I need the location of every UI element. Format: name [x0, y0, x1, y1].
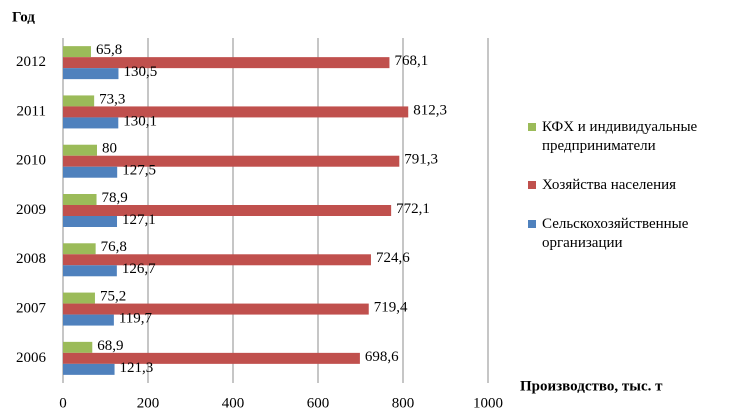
data-label: 75,2: [100, 289, 126, 305]
data-label: 812,3: [413, 102, 447, 118]
data-label: 698,6: [365, 349, 399, 365]
bar: [63, 292, 95, 304]
data-label: 791,3: [404, 152, 438, 168]
legend-item: КФХ и индивидуальные предприниматели: [528, 118, 743, 156]
legend-label: Хозяйства населения: [542, 177, 677, 193]
bar: [63, 155, 400, 167]
legend-item: Хозяйства населения: [528, 176, 743, 195]
x-tick-label: 600: [307, 395, 330, 411]
data-label: 65,8: [96, 42, 122, 58]
bar: [63, 352, 360, 364]
legend: КФХ и индивидуальные предприниматели Хозя…: [528, 118, 743, 273]
data-label: 121,3: [120, 360, 154, 376]
bar: [63, 265, 117, 277]
bar: [63, 216, 118, 227]
x-tick-label: 400: [222, 395, 245, 411]
legend-item: Сельскохозяйственные организации: [528, 215, 743, 253]
bar: [63, 144, 97, 156]
data-label: 119,7: [119, 311, 153, 327]
y-tick-label: 2007: [16, 301, 47, 317]
y-tick-label: 2010: [16, 153, 46, 169]
data-label: 80: [102, 141, 117, 157]
bar: [63, 95, 95, 107]
y-tick-label: 2009: [16, 202, 46, 218]
bar: [63, 314, 114, 326]
legend-swatch: [528, 220, 536, 228]
y-axis-title: Год: [12, 9, 35, 25]
bar: [63, 243, 96, 255]
bar: [63, 303, 369, 315]
x-tick-label: 0: [59, 395, 67, 411]
y-tick-label: 2011: [17, 103, 46, 119]
data-label: 127,1: [122, 212, 156, 228]
y-tick-label: 2008: [16, 251, 46, 267]
data-label: 76,8: [101, 239, 127, 255]
data-label: 130,5: [123, 64, 157, 80]
x-tick-label: 200: [137, 395, 160, 411]
data-label: 126,7: [122, 261, 156, 277]
bar: [63, 117, 119, 129]
bar: [63, 68, 119, 80]
bar: [63, 363, 115, 375]
legend-swatch: [528, 123, 536, 131]
x-tick-label: 800: [392, 395, 415, 411]
bar: [63, 341, 93, 353]
bar: [63, 106, 409, 118]
bar: [63, 46, 91, 58]
data-label: 768,1: [394, 53, 428, 69]
data-label: 772,1: [396, 201, 430, 217]
bar: [63, 194, 97, 205]
legend-label: Сельскохозяйственные организации: [542, 216, 689, 251]
bar: [63, 254, 371, 266]
legend-label: КФХ и индивидуальные предприниматели: [542, 119, 698, 154]
data-label: 78,9: [102, 190, 128, 206]
data-label: 127,5: [122, 163, 156, 179]
data-label: 724,6: [376, 250, 410, 266]
data-label: 130,1: [123, 113, 157, 129]
y-tick-label: 2012: [16, 54, 46, 70]
bar: [63, 166, 118, 178]
y-tick-label: 2006: [16, 350, 47, 366]
x-tick-label: 1000: [473, 395, 503, 411]
legend-swatch: [528, 181, 536, 189]
bar: [63, 205, 392, 216]
data-label: 68,9: [97, 338, 123, 354]
data-label: 73,3: [99, 91, 125, 107]
x-axis-title: Производство, тыс. т: [520, 378, 663, 394]
data-label: 719,4: [374, 300, 408, 316]
bar: [63, 57, 390, 69]
